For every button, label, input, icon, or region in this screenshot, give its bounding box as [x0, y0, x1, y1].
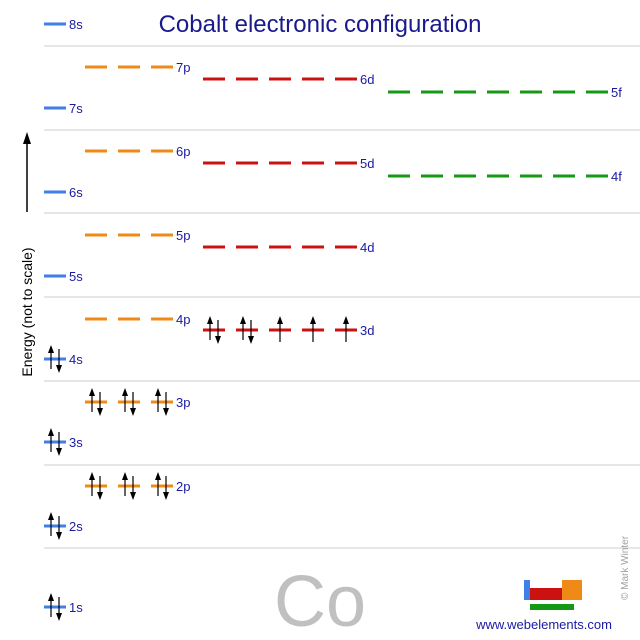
energy-axis: Energy (not to scale) [19, 132, 35, 377]
orbital-level-7p: 7p [85, 60, 190, 75]
spin-up-arrow [89, 388, 95, 412]
orbital-level-4s: 4s [44, 345, 83, 373]
orbital-level-5f: 5f [388, 85, 622, 100]
orbital-label: 2p [176, 479, 190, 494]
spin-down-arrow [163, 476, 169, 500]
orbital-label: 6s [69, 185, 83, 200]
spin-up-arrow [122, 388, 128, 412]
orbital-level-6s: 6s [44, 185, 83, 200]
energy-arrow-head [23, 132, 31, 144]
spin-up-arrow [48, 593, 54, 617]
orbital-level-2s: 2s [44, 512, 83, 540]
orbital-label: 4d [360, 240, 374, 255]
shell-gridlines [44, 45, 640, 549]
element-symbol: Co [274, 562, 366, 640]
spin-down-arrow [56, 597, 62, 621]
orbital-level-3d: 3d [203, 316, 374, 344]
logo-s-block [524, 580, 530, 600]
spin-up-arrow [343, 316, 349, 342]
logo-f-block [530, 604, 574, 610]
orbital-level-8s: 8s [44, 17, 83, 32]
orbital-label: 6d [360, 72, 374, 87]
orbital-label: 6p [176, 144, 190, 159]
orbital-level-5s: 5s [44, 269, 83, 284]
orbital-level-4p: 4p [85, 312, 190, 327]
orbital-level-5d: 5d [203, 156, 374, 171]
spin-down-arrow [97, 392, 103, 416]
orbital-label: 3s [69, 435, 83, 450]
spin-down-arrow [163, 392, 169, 416]
orbital-level-4f: 4f [388, 169, 622, 184]
spin-down-arrow [97, 476, 103, 500]
spin-up-arrow [155, 388, 161, 412]
copyright-credit: © Mark Winter [620, 535, 631, 600]
spin-up-arrow [122, 472, 128, 496]
energy-axis-label: Energy (not to scale) [19, 247, 35, 376]
orbital-label: 7p [176, 60, 190, 75]
orbital-label: 5d [360, 156, 374, 171]
orbital-label: 1s [69, 600, 83, 615]
orbital-level-6d: 6d [203, 72, 374, 87]
spin-down-arrow [215, 320, 221, 344]
orbital-label: 3p [176, 395, 190, 410]
orbital-level-1s: 1s [44, 593, 83, 621]
orbital-label: 5s [69, 269, 83, 284]
spin-up-arrow [155, 472, 161, 496]
orbital-level-2p: 2p [85, 472, 190, 500]
spin-up-arrow [89, 472, 95, 496]
orbital-level-4d: 4d [203, 240, 374, 255]
spin-up-arrow [310, 316, 316, 342]
spin-up-arrow [277, 316, 283, 342]
logo-d-block [530, 588, 562, 600]
orbital-level-3s: 3s [44, 428, 83, 456]
orbital-label: 8s [69, 17, 83, 32]
spin-down-arrow [56, 516, 62, 540]
orbital-level-7s: 7s [44, 101, 83, 116]
spin-up-arrow [48, 512, 54, 536]
orbital-label: 4s [69, 352, 83, 367]
orbital-label: 5p [176, 228, 190, 243]
orbital-label: 4f [611, 169, 622, 184]
spin-up-arrow [48, 428, 54, 452]
orbital-label: 7s [69, 101, 83, 116]
orbital-levels: 1s 2s 2p 3s 3p 4s 3d 4p 5s 4d 5p 6s 4f 5d 6p 7s 5f 6d 7p 8s [44, 17, 622, 621]
website-link[interactable]: www.webelements.com [475, 617, 612, 632]
logo-p-block [562, 580, 582, 600]
orbital-level-5p: 5p [85, 228, 190, 243]
spin-up-arrow [48, 345, 54, 369]
spin-down-arrow [130, 392, 136, 416]
spin-up-arrow [207, 316, 213, 340]
orbital-level-3p: 3p [85, 388, 190, 416]
spin-down-arrow [56, 349, 62, 373]
diagram-title: Cobalt electronic configuration [159, 11, 482, 38]
spin-down-arrow [130, 476, 136, 500]
spin-up-arrow [240, 316, 246, 340]
spin-down-arrow [56, 432, 62, 456]
orbital-level-6p: 6p [85, 144, 190, 159]
spin-down-arrow [248, 320, 254, 344]
orbital-label: 3d [360, 323, 374, 338]
orbital-label: 4p [176, 312, 190, 327]
periodic-table-logo [524, 580, 582, 610]
orbital-label: 2s [69, 519, 83, 534]
orbital-label: 5f [611, 85, 622, 100]
